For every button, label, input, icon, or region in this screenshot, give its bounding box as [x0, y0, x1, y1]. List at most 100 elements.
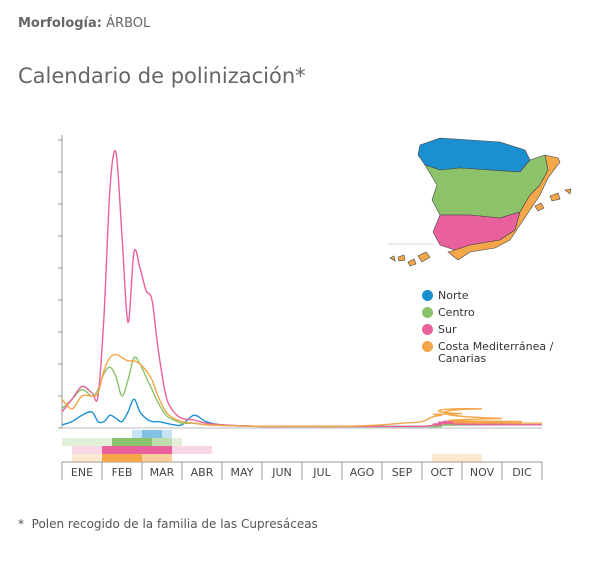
calendar-cell — [182, 454, 192, 462]
x-tick-label: MAY — [231, 466, 254, 479]
calendar-cell — [352, 438, 362, 446]
calendar-cell — [112, 446, 122, 454]
calendar-cell — [72, 454, 82, 462]
calendar-cell — [452, 454, 462, 462]
calendar-cell — [182, 446, 192, 454]
calendar-cell — [132, 438, 142, 446]
calendar-cell — [142, 446, 152, 454]
calendar-cell — [442, 446, 452, 454]
calendar-cell — [422, 430, 432, 438]
map-region — [447, 154, 561, 261]
calendar-cell — [382, 438, 392, 446]
calendar-cell — [92, 430, 102, 438]
calendar-cell — [202, 454, 212, 462]
calendar-cell — [422, 446, 432, 454]
calendar-cell — [222, 430, 232, 438]
calendar-cell — [102, 454, 112, 462]
calendar-cell — [92, 454, 102, 462]
legend-label: Centro — [438, 306, 475, 319]
legend-label: Sur — [438, 323, 457, 336]
calendar-cell — [102, 438, 112, 446]
calendar-cell — [162, 454, 172, 462]
chart-title: Calendario de polinización* — [18, 64, 306, 88]
calendar-cell — [532, 446, 542, 454]
calendar-cell — [362, 438, 372, 446]
calendar-cell — [152, 446, 162, 454]
calendar-cell — [442, 438, 452, 446]
calendar-cell — [172, 430, 182, 438]
map-region — [417, 137, 531, 173]
calendar-cell — [452, 438, 462, 446]
x-tick-label: NOV — [470, 466, 495, 479]
calendar-cell — [242, 430, 252, 438]
calendar-cell — [462, 430, 472, 438]
calendar-cell — [532, 438, 542, 446]
calendar-cell — [362, 430, 372, 438]
calendar-cell — [182, 430, 192, 438]
calendar-cell — [472, 438, 482, 446]
calendar-cell — [272, 454, 282, 462]
calendar-cell — [492, 446, 502, 454]
legend-item: Centro — [422, 307, 562, 319]
calendar-cell — [332, 438, 342, 446]
calendar-cell — [62, 446, 72, 454]
calendar-cell — [492, 430, 502, 438]
calendar-cell — [192, 446, 202, 454]
calendar-cell — [102, 446, 112, 454]
calendar-cell — [112, 430, 122, 438]
calendar-cell — [432, 446, 442, 454]
calendar-cell — [482, 446, 492, 454]
calendar-cell — [112, 454, 122, 462]
calendar-cell — [422, 454, 432, 462]
calendar-cell — [262, 438, 272, 446]
legend-item: Costa Mediterránea / Canarias — [422, 341, 562, 365]
calendar-cell — [212, 430, 222, 438]
calendar-cell — [402, 438, 412, 446]
calendar-cell — [322, 454, 332, 462]
calendar-cell — [302, 446, 312, 454]
calendar-cell — [392, 446, 402, 454]
calendar-cell — [442, 454, 452, 462]
calendar-cell — [352, 430, 362, 438]
header-value: ÁRBOL — [106, 15, 151, 31]
calendar-cell — [92, 446, 102, 454]
x-tick-label: JUN — [271, 466, 292, 479]
x-tick-label: MAR — [150, 466, 175, 479]
calendar-cell — [372, 438, 382, 446]
calendar-cell — [62, 438, 72, 446]
calendar-cell — [392, 430, 402, 438]
calendar-cell — [122, 454, 132, 462]
calendar-cell — [232, 438, 242, 446]
calendar-cell — [382, 454, 392, 462]
legend: Norte Centro Sur Costa Mediterránea / Canar… — [422, 290, 562, 370]
calendar-cell — [412, 430, 422, 438]
calendar-cell — [382, 430, 392, 438]
plot: ENE FEB MAR ABR MAY JUN JUL AGO SEP OCT NOV DIC — [58, 135, 543, 480]
header-label: Morfología: — [18, 16, 102, 31]
calendar-cell — [252, 454, 262, 462]
calendar-cell — [212, 446, 222, 454]
calendar-cell — [282, 430, 292, 438]
calendar-cell — [292, 446, 302, 454]
calendar-cell — [412, 446, 422, 454]
calendar-cell — [512, 446, 522, 454]
calendar-cell — [452, 430, 462, 438]
calendar-cell — [122, 430, 132, 438]
x-tick-label: ENE — [71, 466, 93, 479]
calendar-cell — [432, 454, 442, 462]
calendar-cell — [432, 438, 442, 446]
calendar-cell — [422, 438, 432, 446]
map-island — [389, 255, 396, 262]
calendar-cell — [152, 438, 162, 446]
calendar-cell — [452, 446, 462, 454]
calendar-cell — [302, 430, 312, 438]
calendar-cell — [342, 446, 352, 454]
calendar-cell — [82, 454, 92, 462]
calendar-cell — [222, 454, 232, 462]
header: Morfología: ÁRBOL — [18, 15, 151, 31]
calendar-cell — [132, 454, 142, 462]
footnote: * Polen recogido de la familia de las Cu… — [18, 517, 318, 531]
legend-swatch — [422, 290, 433, 301]
legend-item: Sur — [422, 324, 562, 336]
